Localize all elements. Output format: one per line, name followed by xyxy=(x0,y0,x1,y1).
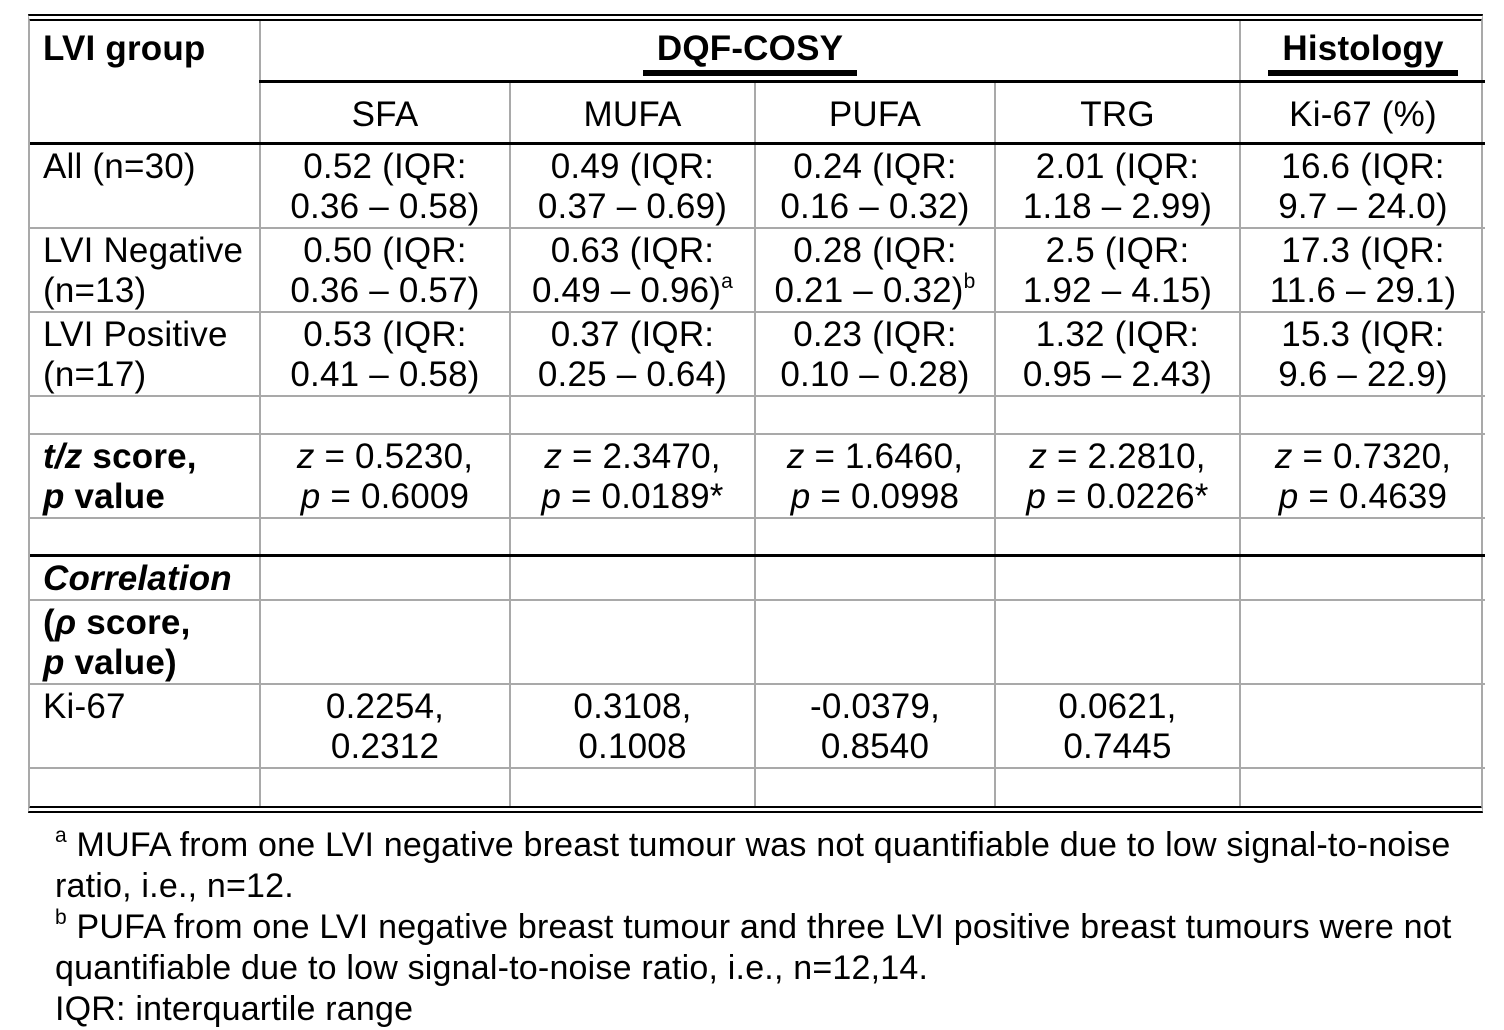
row-ki67-correlation: Ki-67 0.2254, 0.2312 0.3108, 0.1008 -0.0… xyxy=(30,684,1486,769)
histology-group-header-label: Histology xyxy=(1268,29,1458,76)
row-correlation-sub: (ρ score, p value) xyxy=(30,600,1486,685)
cell-all-pufa: 0.24 (IQR: 0.16 – 0.32) xyxy=(754,143,995,229)
header-row-columns: SFA MUFA PUFA TRG Ki-67 (%) xyxy=(30,81,1486,145)
lvi-group-header-label: LVI group xyxy=(43,29,206,68)
row-correlation-title: Correlation xyxy=(30,555,1486,601)
row-lvi-negative: LVI Negative (n=13) 0.50 (IQR: 0.36 – 0.… xyxy=(30,227,1486,313)
cell-neg-sfa: 0.50 (IQR: 0.36 – 0.57) xyxy=(259,227,510,313)
header-row-groups: LVI group DQF-COSY Histology xyxy=(30,21,1486,145)
correlation-sub-label: (ρ score, p value) xyxy=(30,600,260,685)
footnotes: a MUFA from one LVI negative breast tumo… xyxy=(55,825,1475,1030)
row-label-all: All (n=30) xyxy=(30,143,260,229)
cell-all-mufa: 0.49 (IQR: 0.37 – 0.69) xyxy=(509,143,755,229)
footnote-iqr: IQR: interquartile range xyxy=(55,990,414,1028)
col-header-trg: TRG xyxy=(993,81,1241,145)
lvi-group-header-cell: LVI group xyxy=(30,21,260,145)
col-header-sfa: SFA xyxy=(259,81,510,145)
cell-pos-pufa: 0.23 (IQR: 0.10 – 0.28) xyxy=(754,311,995,397)
results-table: LVI group DQF-COSY Histology SFA MUFA PU… xyxy=(30,21,1486,806)
footnote-b-marker: b xyxy=(55,906,67,929)
cell-pos-trg: 1.32 (IQR: 0.95 – 2.43) xyxy=(993,311,1241,397)
cell-stat-sfa: z = 0.5230, p = 0.6009 xyxy=(259,433,510,519)
results-table-frame: LVI group DQF-COSY Histology SFA MUFA PU… xyxy=(28,14,1486,813)
cell-corr-trg: 0.0621, 0.7445 xyxy=(993,684,1241,769)
cell-corr-sfa: 0.2254, 0.2312 xyxy=(259,684,510,769)
row-label-stat: t/z score, p value xyxy=(30,433,260,519)
dqf-cosy-group-header-label: DQF-COSY xyxy=(642,29,858,76)
cell-all-sfa: 0.52 (IQR: 0.36 – 0.58) xyxy=(259,143,510,229)
row-stat: t/z score, p value z = 0.5230, p = 0.600… xyxy=(30,433,1486,519)
histology-group-header-cell: Histology xyxy=(1239,21,1486,83)
cell-neg-mufa: 0.63 (IQR: 0.49 – 0.96)a xyxy=(509,227,755,313)
cell-all-ki67: 16.6 (IQR: 9.7 – 24.0) xyxy=(1239,143,1486,229)
row-label-lvi-negative: LVI Negative (n=13) xyxy=(30,227,260,313)
col-header-ki67: Ki-67 (%) xyxy=(1239,81,1486,145)
footnote-a-marker: a xyxy=(55,824,67,847)
cell-pos-mufa: 0.37 (IQR: 0.25 – 0.64) xyxy=(509,311,755,397)
cell-stat-mufa: z = 2.3470, p = 0.0189* xyxy=(509,433,755,519)
cell-all-trg: 2.01 (IQR: 1.18 – 2.99) xyxy=(993,143,1241,229)
cell-corr-ki67 xyxy=(1239,684,1486,769)
cell-stat-pufa: z = 1.6460, p = 0.0998 xyxy=(754,433,995,519)
col-header-pufa: PUFA xyxy=(754,81,995,145)
cell-pos-ki67: 15.3 (IQR: 9.6 – 22.9) xyxy=(1239,311,1486,397)
cell-stat-ki67: z = 0.7320, p = 0.4639 xyxy=(1239,433,1486,519)
correlation-title: Correlation xyxy=(30,555,260,601)
spacer-row-2 xyxy=(30,517,1486,557)
cell-corr-mufa: 0.3108, 0.1008 xyxy=(509,684,755,769)
cell-neg-pufa: 0.28 (IQR: 0.21 – 0.32)b xyxy=(754,227,995,313)
spacer-row-1 xyxy=(30,395,1486,435)
cell-neg-ki67: 17.3 (IQR: 11.6 – 29.1) xyxy=(1239,227,1486,313)
col-header-mufa: MUFA xyxy=(509,81,755,145)
footnote-a: a MUFA from one LVI negative breast tumo… xyxy=(55,824,1451,905)
row-label-ki67: Ki-67 xyxy=(30,684,260,769)
row-lvi-positive: LVI Positive (n=17) 0.53 (IQR: 0.41 – 0.… xyxy=(30,311,1486,397)
row-all: All (n=30) 0.52 (IQR: 0.36 – 0.58) 0.49 … xyxy=(30,143,1486,229)
dqf-cosy-group-header-cell: DQF-COSY xyxy=(258,21,1241,83)
cell-pos-sfa: 0.53 (IQR: 0.41 – 0.58) xyxy=(259,311,510,397)
footnote-b: b PUFA from one LVI negative breast tumo… xyxy=(55,906,1452,987)
cell-neg-trg: 2.5 (IQR: 1.92 – 4.15) xyxy=(993,227,1241,313)
cell-stat-trg: z = 2.2810, p = 0.0226* xyxy=(993,433,1241,519)
cell-corr-pufa: -0.0379, 0.8540 xyxy=(754,684,995,769)
row-label-lvi-positive: LVI Positive (n=17) xyxy=(30,311,260,397)
spacer-row-3 xyxy=(30,768,1486,806)
